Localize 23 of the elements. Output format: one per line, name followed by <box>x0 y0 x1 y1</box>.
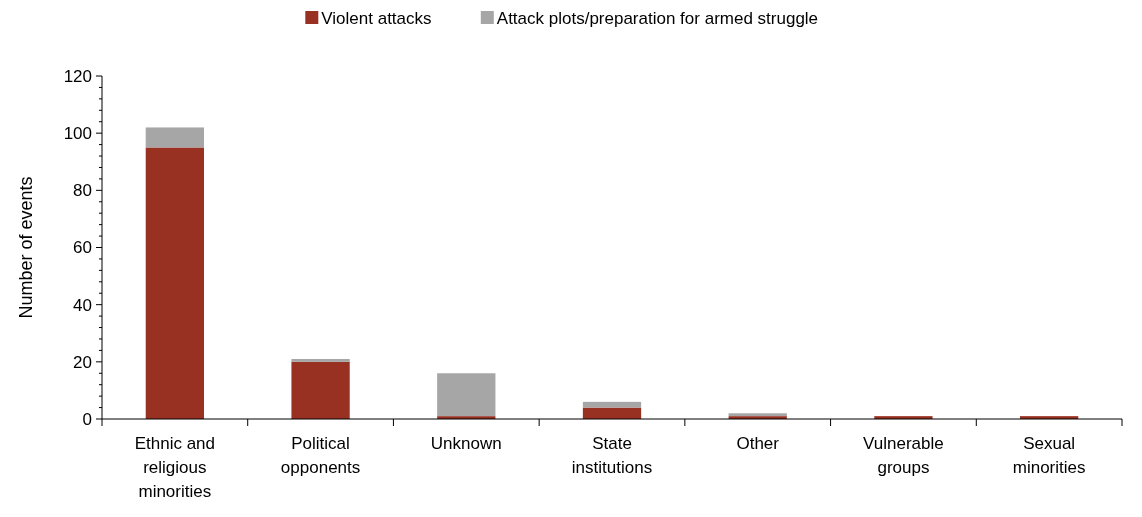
y-tick-label: 120 <box>63 66 92 86</box>
x-tick-label: Sexual minorities <box>1012 434 1086 477</box>
y-axis-title: Number of events <box>16 176 36 319</box>
x-tick-label: Political opponents <box>280 434 361 477</box>
bar <box>145 147 204 419</box>
x-tick-label: Ethnic and religious minorities <box>134 434 216 501</box>
y-tick-label: 40 <box>73 295 92 315</box>
x-tick-label: Unknown <box>430 434 502 453</box>
legend-label: Violent attacks <box>321 9 432 28</box>
y-tick-label: 100 <box>63 124 92 144</box>
bar <box>145 127 204 148</box>
x-tick-label: State institutions <box>571 434 653 477</box>
y-tick-label: 60 <box>73 238 92 258</box>
bar <box>291 361 350 419</box>
bar <box>291 358 350 362</box>
x-tick-label: Vulnerable groups <box>863 434 944 477</box>
y-tick-label: 20 <box>73 352 92 372</box>
y-tick-label: 0 <box>82 409 92 429</box>
y-tick-label: 80 <box>73 181 92 201</box>
bar <box>582 401 642 408</box>
legend-label: Attack plots/preparation for armed struggle <box>496 9 819 28</box>
bar <box>437 373 496 417</box>
x-tick-label: Other <box>736 434 780 453</box>
